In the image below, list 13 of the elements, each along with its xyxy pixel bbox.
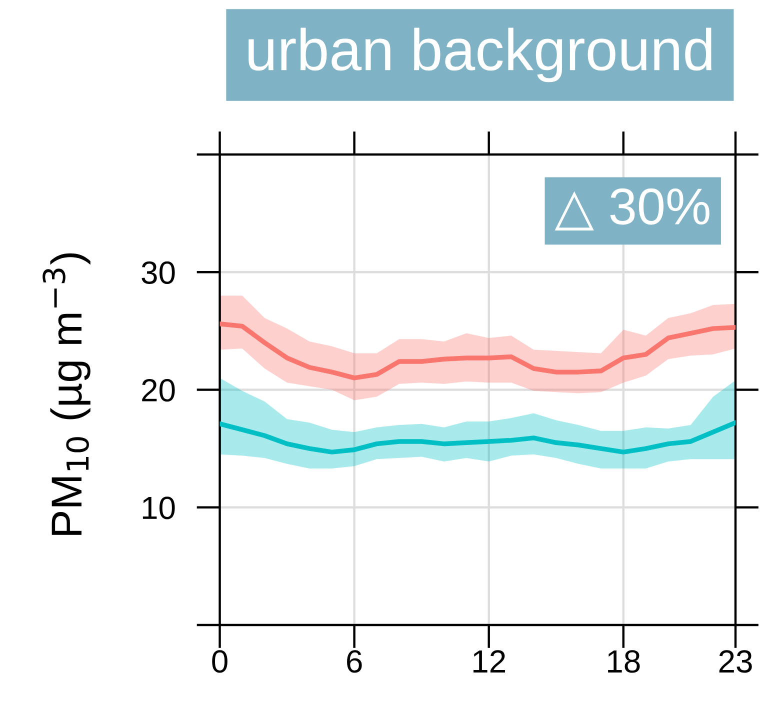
x-tick-label: 0	[212, 650, 228, 673]
x-tick-label: 18	[608, 650, 640, 673]
chart-title: urban background	[248, 28, 712, 82]
y-tick-label: 30	[142, 261, 175, 284]
x-tick-label: 6	[347, 650, 362, 673]
y-tick-label: 20	[142, 378, 175, 402]
x-tick-label: 12	[474, 650, 506, 672]
annotation: △ 30%	[554, 188, 710, 231]
y-tick-label: 10	[142, 496, 175, 520]
line-series	[220, 321, 736, 380]
y-axis-title: PM$_{10}$ (µg m$^{−3}$)	[42, 253, 90, 535]
line-series	[220, 420, 736, 454]
x-tick-label: 23	[719, 650, 752, 673]
